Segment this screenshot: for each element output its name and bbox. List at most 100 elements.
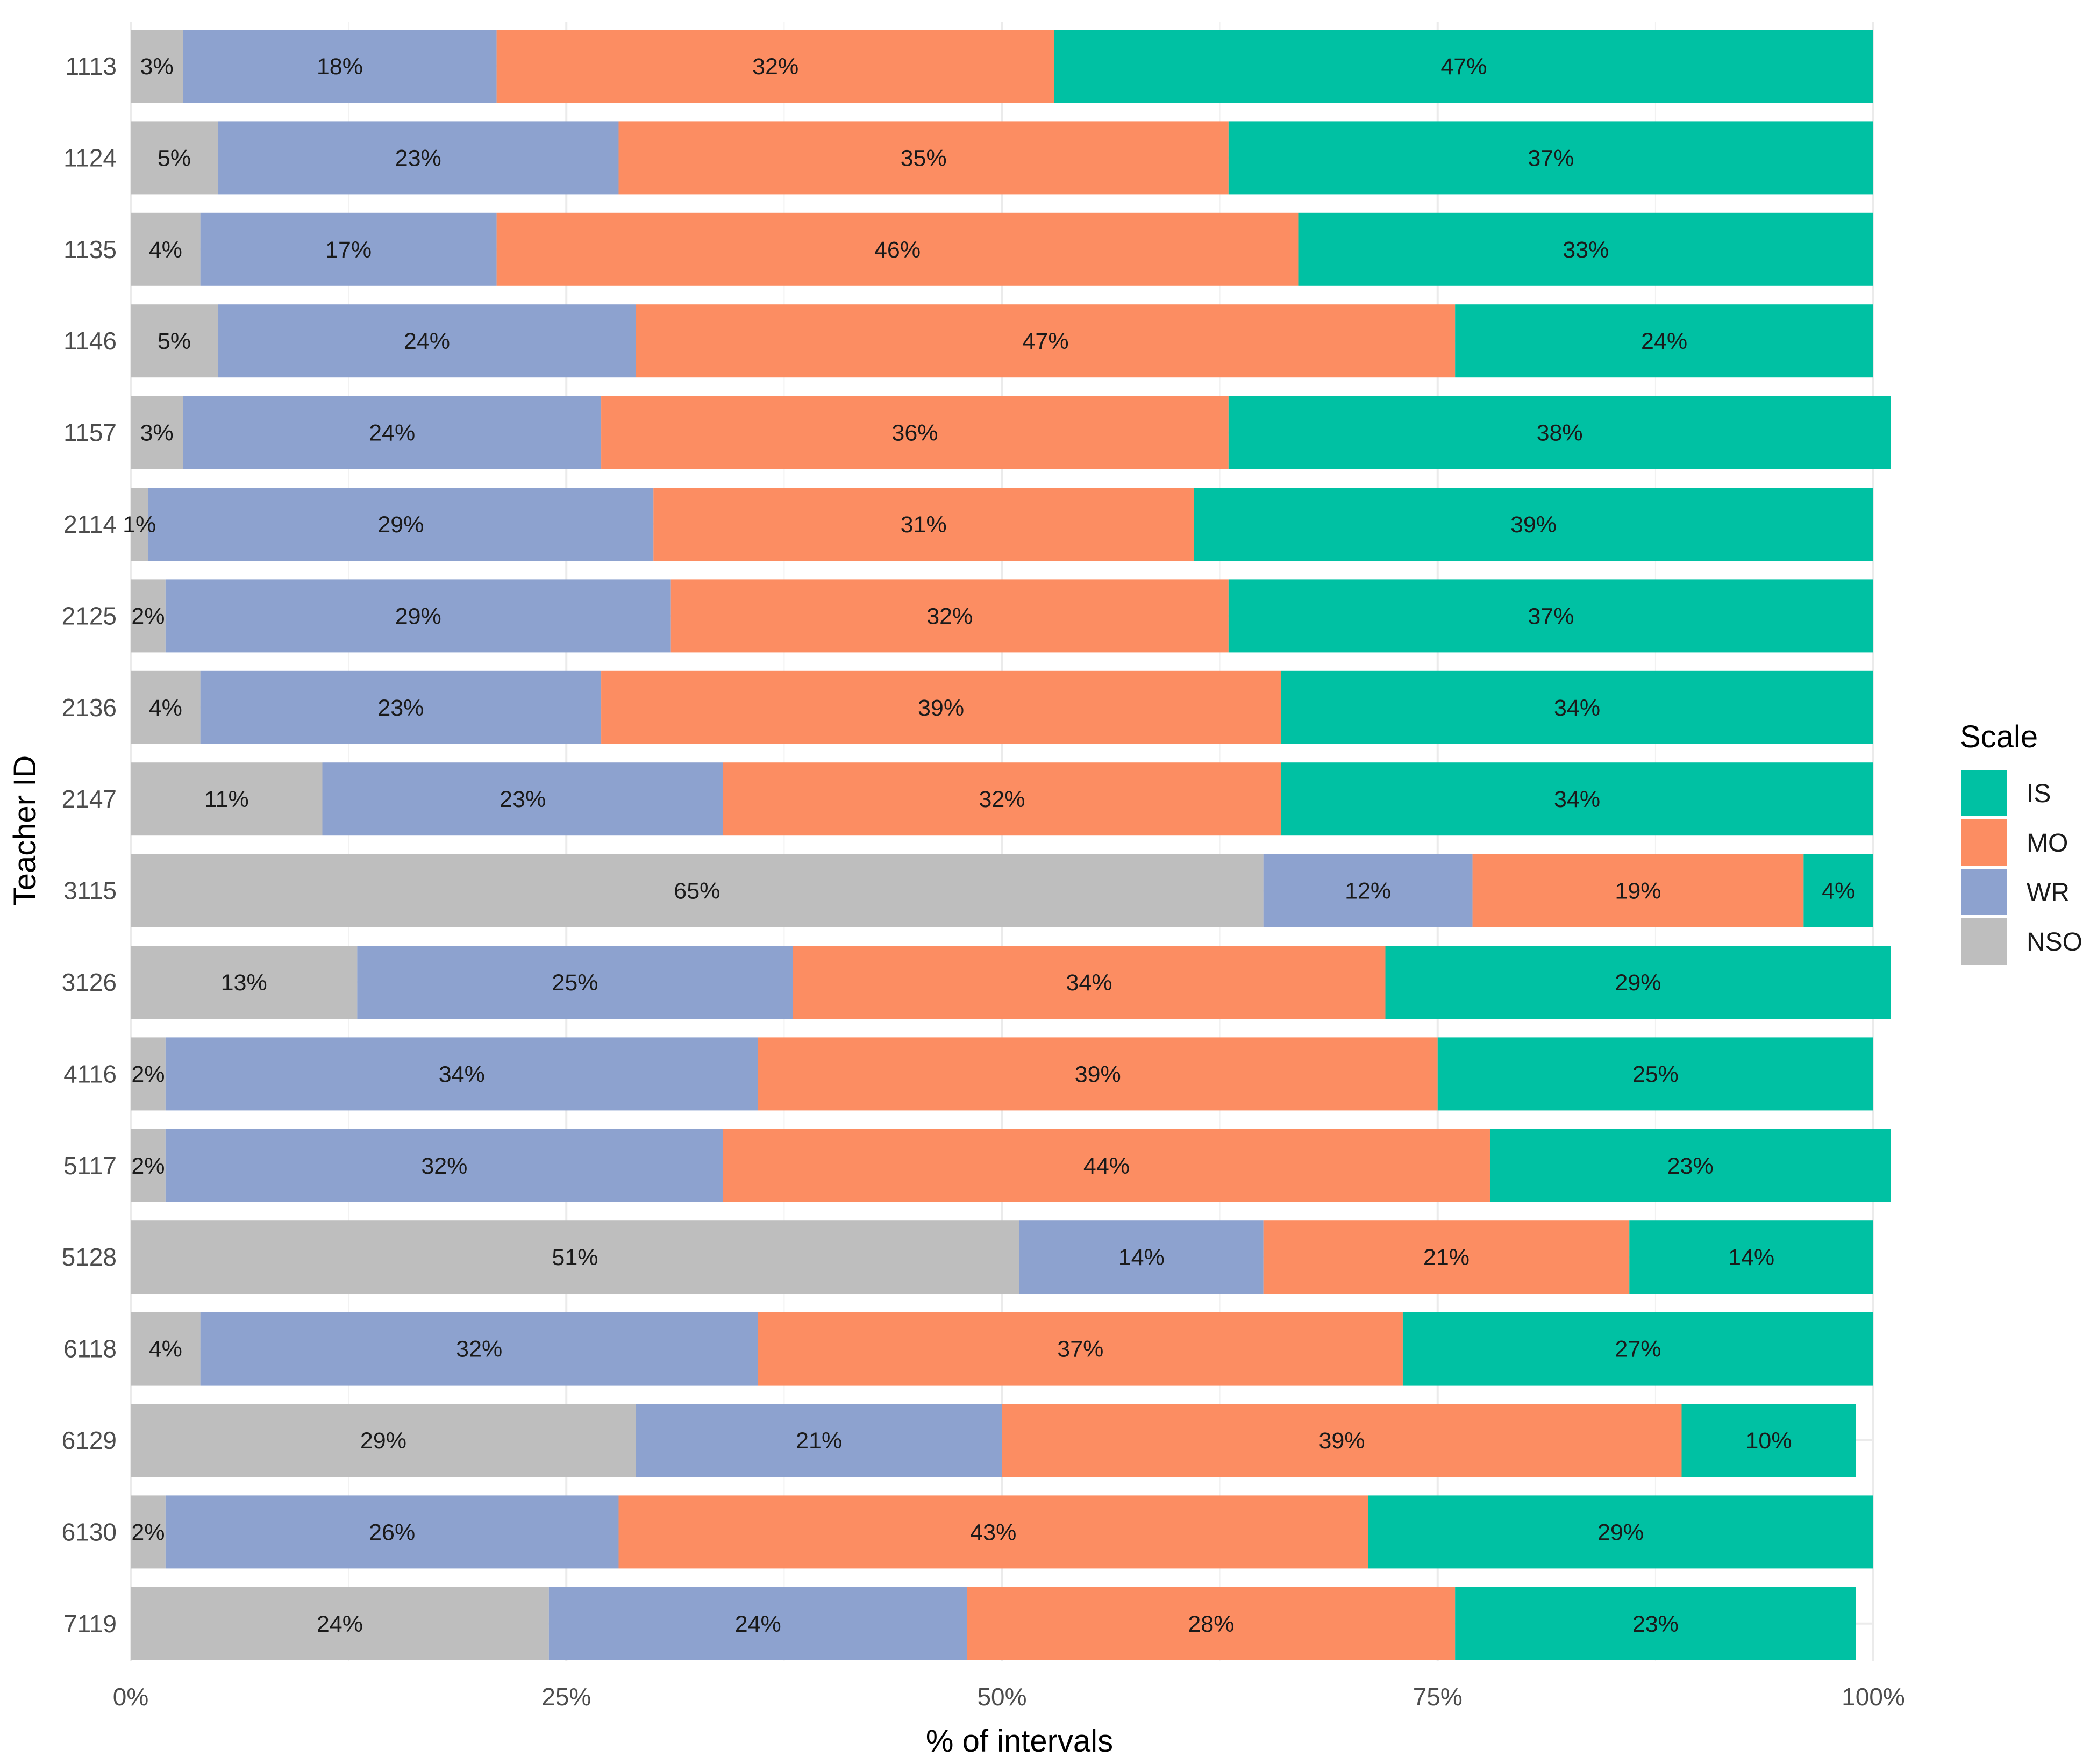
bar-label-wr-1124: 23% [395,145,441,171]
bar-label-is-1113: 47% [1440,54,1487,80]
bar-segment-is-2125 [1228,579,1873,653]
bar-label-mo-4116: 39% [1075,1061,1121,1087]
bar-label-is-1135: 33% [1563,237,1609,263]
bar-label-nso-6130: 2% [131,1519,165,1545]
bar-segment-mo-3126 [793,946,1386,1019]
bar-segment-mo-4116 [758,1037,1438,1111]
y-tick-label-4116: 4116 [63,1060,117,1088]
legend-key-mo [1961,819,2007,866]
bar-label-nso-5117: 2% [131,1153,165,1179]
bar-segment-nso-1146 [131,304,218,378]
bar-segment-mo-3115 [1472,854,1804,927]
bar-label-nso-6118: 4% [149,1337,182,1362]
bar-segment-is-2136 [1281,670,1873,744]
bar-label-mo-5128: 21% [1423,1245,1470,1270]
bar-label-wr-1113: 18% [317,54,363,80]
bar-label-wr-3115: 12% [1345,879,1391,904]
bar-segment-nso-5128 [131,1220,1019,1294]
legend-key-nso [1961,918,2007,965]
bar-label-is-5117: 23% [1667,1153,1714,1179]
x-tick-label-75: 75% [1413,1683,1463,1711]
bar-label-nso-3126: 13% [221,970,267,996]
bar-segment-is-6118 [1402,1312,1873,1386]
bar-label-is-2114: 39% [1510,512,1557,538]
y-tick-label-5117: 5117 [63,1152,117,1180]
bar-segment-nso-2136 [131,670,201,744]
legend-label-nso: NSO [2027,928,2082,956]
bar-segment-is-1157 [1228,396,1891,469]
bar-segment-nso-6130 [131,1495,166,1569]
bar-segment-wr-6118 [200,1312,758,1386]
bar-segment-mo-6129 [1002,1404,1682,1477]
bar-label-wr-6130: 26% [369,1519,415,1545]
y-axis-title: Teacher ID [8,755,42,906]
bar-segment-mo-2147 [723,762,1281,836]
bar-segment-nso-1135 [131,212,201,286]
bar-segment-nso-1113 [131,30,183,103]
bar-segment-mo-1135 [496,212,1299,286]
legend-label-wr: WR [2027,879,2070,907]
bar-label-is-3126: 29% [1615,970,1661,996]
bar-segment-wr-4116 [165,1037,758,1111]
bar-segment-mo-6130 [618,1495,1368,1569]
bar-label-is-1124: 37% [1528,145,1574,171]
y-tick-label-3126: 3126 [62,968,117,996]
bar-label-mo-6118: 37% [1057,1337,1103,1362]
bar-label-is-4116: 25% [1632,1061,1679,1087]
bar-segment-wr-2136 [200,670,602,744]
bar-segment-nso-6118 [131,1312,201,1386]
bar-label-nso-1146: 5% [158,328,191,354]
y-tick-label-1113: 1113 [65,52,117,80]
bar-label-wr-1157: 24% [369,420,415,446]
bar-label-mo-1157: 36% [891,420,938,446]
bar-segment-is-3126 [1385,946,1891,1019]
bar-segment-mo-1157 [601,396,1229,469]
legend-label-mo: MO [2027,829,2068,858]
bar-label-mo-3126: 34% [1066,970,1112,996]
bar-label-wr-6129: 21% [796,1428,842,1454]
bar-segment-is-5128 [1629,1220,1873,1294]
bar-label-mo-1113: 32% [752,54,798,80]
bar-segment-wr-2114 [148,488,654,561]
legend-key-is [1961,770,2007,816]
y-tick-label-2136: 2136 [62,694,117,722]
bar-label-wr-5128: 14% [1118,1245,1165,1270]
x-tick-label-25: 25% [541,1683,591,1711]
bar-label-mo-2147: 32% [979,787,1025,812]
y-tick-label-3115: 3115 [63,877,117,905]
bar-segment-mo-7119 [967,1587,1456,1660]
bar-label-is-7119: 23% [1632,1611,1679,1637]
bar-segment-nso-1157 [131,396,183,469]
bar-label-mo-6130: 43% [970,1519,1016,1545]
bar-segment-wr-3115 [1263,854,1473,927]
bar-label-is-2136: 34% [1554,695,1600,721]
x-axis-title: % of intervals [926,1724,1113,1759]
bar-segment-mo-2125 [670,579,1229,653]
bar-segment-is-1135 [1298,212,1873,286]
bar-segment-wr-2147 [322,762,723,836]
bar-segment-wr-6129 [636,1404,1002,1477]
bar-label-is-1157: 38% [1537,420,1583,446]
y-tick-label-1146: 1146 [63,327,117,355]
bar-label-mo-2125: 32% [926,603,973,629]
bar-label-wr-1135: 17% [325,237,372,263]
bar-segment-wr-6130 [165,1495,619,1569]
bar-segment-is-5117 [1489,1129,1891,1202]
y-tick-label-2114: 2114 [63,510,117,538]
y-tick-label-6129: 6129 [62,1426,117,1454]
bar-label-mo-2136: 39% [918,695,964,721]
x-tick-label-0: 0% [113,1683,148,1711]
bar-label-wr-1146: 24% [404,328,450,354]
y-tick-label-7119: 7119 [63,1610,117,1638]
bar-label-wr-3126: 25% [552,970,598,996]
bar-label-is-5128: 14% [1728,1245,1774,1270]
bar-segment-wr-3126 [357,946,793,1019]
bar-label-nso-1135: 4% [149,237,182,263]
bar-label-mo-7119: 28% [1188,1611,1234,1637]
bar-label-wr-2114: 29% [377,512,424,538]
bar-label-is-6118: 27% [1615,1337,1661,1362]
bar-segment-mo-1113 [496,30,1054,103]
bar-segment-mo-1146 [636,304,1456,378]
bar-label-is-2125: 37% [1528,603,1574,629]
bar-segment-is-3115 [1803,854,1873,927]
